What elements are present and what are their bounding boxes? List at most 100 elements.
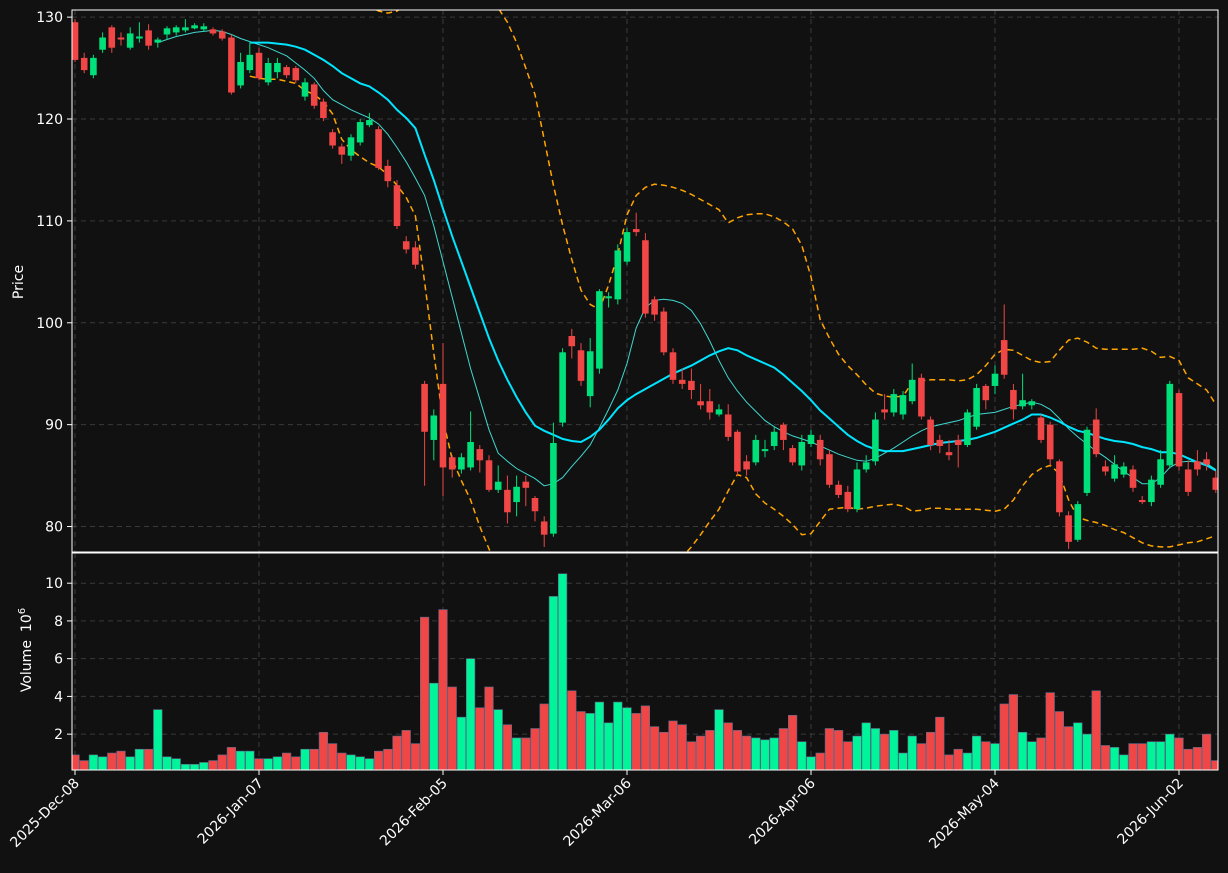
- volume-bar: [116, 750, 126, 770]
- candle-body: [485, 460, 493, 490]
- volume-bar: [1174, 737, 1184, 770]
- candle-body: [310, 84, 318, 106]
- candle-body: [752, 439, 760, 463]
- candle-body: [531, 498, 539, 512]
- volume-bar: [1073, 722, 1083, 770]
- volume-bar: [300, 748, 310, 770]
- candle-body: [706, 401, 714, 413]
- volume-bar: [999, 703, 1009, 770]
- volume-bar: [327, 743, 338, 770]
- y-tick-label: 8: [54, 614, 63, 630]
- candle-body: [927, 419, 934, 446]
- volume-bar: [925, 731, 936, 770]
- candle-body: [458, 457, 465, 470]
- volume-bar: [861, 722, 871, 770]
- candle-body: [862, 462, 870, 470]
- volume-bar: [291, 756, 301, 770]
- volume-bar: [153, 709, 163, 770]
- volume-bar: [208, 760, 218, 770]
- volume-bar: [797, 741, 807, 770]
- candle-body: [596, 291, 603, 369]
- volume-bar: [649, 726, 660, 770]
- candle-body: [908, 379, 916, 402]
- volume-bar: [171, 758, 181, 770]
- price-frame: [71, 9, 1219, 553]
- candle-body: [126, 33, 134, 48]
- y-tick-label: 10: [45, 576, 63, 592]
- volume-bar: [824, 728, 834, 770]
- candle-body: [264, 62, 272, 83]
- candle-body: [412, 247, 419, 265]
- volume-bar: [236, 750, 246, 770]
- volume-bar: [1091, 690, 1101, 770]
- candle-body: [384, 165, 392, 182]
- candle-body: [844, 491, 852, 510]
- volume-bar: [576, 711, 586, 770]
- volume-bar: [852, 735, 862, 770]
- candle-body: [1129, 469, 1137, 488]
- candle-body: [172, 27, 180, 33]
- candle-body: [577, 350, 585, 381]
- candle-body: [1203, 459, 1210, 465]
- volume-bar: [898, 752, 908, 770]
- volume-bar: [419, 616, 430, 770]
- candle-body: [890, 394, 898, 413]
- volume-bar: [714, 709, 724, 770]
- volume-bar: [72, 754, 80, 770]
- volume-bar: [990, 743, 1000, 770]
- candle-body: [136, 36, 143, 39]
- candle-body: [375, 129, 382, 168]
- volume-scale-base: 10: [19, 614, 35, 632]
- candle-body: [1166, 383, 1174, 466]
- volume-bar: [631, 713, 641, 770]
- volume-bar: [364, 758, 375, 770]
- volume-bar: [521, 737, 531, 770]
- candle-body: [80, 57, 88, 71]
- candle-body: [540, 521, 548, 535]
- candle-body: [191, 25, 198, 29]
- volume-bar: [383, 748, 393, 770]
- volume-bar: [1156, 741, 1166, 770]
- volume-bar: [226, 747, 237, 770]
- candle-body: [292, 68, 300, 81]
- candle-body: [476, 449, 484, 461]
- volume-bar: [806, 756, 816, 770]
- indicator-line: [374, 10, 1217, 405]
- indicator-line: [249, 75, 1217, 552]
- candle-body: [973, 387, 980, 427]
- candle-body: [991, 373, 999, 386]
- volume-bar: [668, 720, 678, 770]
- volume-bar: [603, 722, 614, 770]
- candle-body: [945, 452, 953, 456]
- volume-bar: [355, 756, 365, 770]
- candle-body: [504, 489, 511, 513]
- volume-frame: [71, 552, 1219, 771]
- volume-bar: [484, 686, 494, 770]
- candle-body: [899, 395, 907, 415]
- candle-body: [853, 469, 861, 510]
- volume-bar: [217, 754, 227, 770]
- candle-body: [255, 52, 263, 79]
- candle-body: [835, 484, 842, 495]
- candle-body: [770, 431, 778, 447]
- candle-body: [651, 299, 658, 315]
- volume-scale-exponent: 6: [17, 608, 28, 614]
- candle-body: [209, 29, 217, 34]
- volume-bar: [1036, 737, 1046, 770]
- volume-bar: [309, 748, 319, 770]
- candle-body: [1065, 515, 1072, 542]
- candle-body: [688, 380, 695, 391]
- candle-body: [402, 241, 410, 250]
- volume-bar: [935, 716, 945, 770]
- candle-body: [246, 54, 254, 71]
- candle-body: [338, 146, 346, 155]
- candle-body: [715, 409, 723, 415]
- candle-body: [1212, 477, 1218, 490]
- volume-bar: [1045, 692, 1055, 770]
- candle-body: [494, 481, 502, 490]
- volume-bar: [843, 741, 853, 770]
- y-tick-label: 130: [36, 10, 63, 26]
- volume-bar: [594, 701, 604, 770]
- candle-body: [200, 26, 208, 30]
- candle-body: [448, 457, 456, 470]
